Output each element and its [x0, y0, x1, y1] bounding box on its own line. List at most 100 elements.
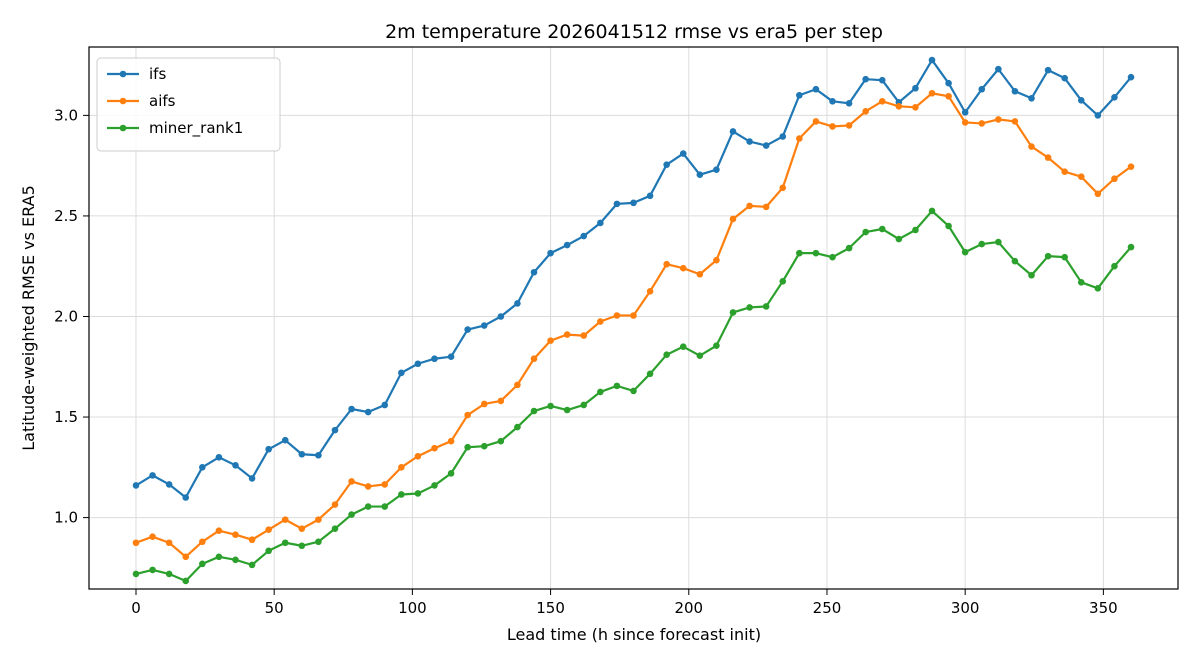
data-point-miner_rank1	[431, 482, 438, 489]
data-point-ifs	[613, 200, 621, 208]
x-tick-label: 100	[398, 599, 427, 617]
data-point-aifs	[912, 104, 919, 111]
data-point-miner_rank1	[149, 566, 156, 574]
data-point-miner_rank1	[348, 511, 355, 518]
series-aifs	[132, 89, 1135, 561]
data-point-miner_rank1	[862, 228, 869, 236]
data-point-aifs	[663, 260, 670, 268]
data-point-ifs	[829, 98, 836, 105]
data-point-aifs	[1111, 175, 1118, 183]
data-point-miner_rank1	[398, 491, 405, 498]
x-tick-label: 300	[951, 599, 980, 617]
data-point-aifs	[563, 331, 571, 338]
data-point-ifs	[480, 322, 488, 329]
data-point-aifs	[248, 536, 256, 544]
data-point-miner_rank1	[331, 525, 339, 532]
axis-ticks: 0 50 100 150 200 250 300 350 1.0 1.5 2.0 2.5 3.0	[54, 106, 1118, 617]
data-point-ifs	[232, 462, 239, 469]
data-point-miner_rank1	[414, 490, 422, 497]
data-point-aifs	[381, 481, 389, 488]
data-point-ifs	[1094, 112, 1102, 119]
x-axis-label: Lead time (h since forecast init)	[507, 625, 761, 644]
data-point-miner_rank1	[447, 470, 455, 477]
data-point-miner_rank1	[199, 560, 206, 568]
legend-label: ifs	[149, 65, 166, 83]
y-tick-label: 3.0	[54, 106, 78, 124]
data-point-aifs	[829, 123, 836, 130]
data-point-miner_rank1	[729, 309, 737, 316]
data-point-miner_rank1	[779, 278, 787, 285]
y-tick-label: 1.0	[54, 509, 78, 527]
x-tick-label: 250	[813, 599, 842, 617]
data-point-miner_rank1	[679, 343, 687, 350]
data-point-miner_rank1	[580, 401, 588, 409]
data-point-miner_rank1	[248, 561, 256, 569]
data-point-aifs	[1011, 118, 1019, 125]
x-tick-label: 150	[536, 599, 565, 617]
data-point-ifs	[580, 232, 588, 240]
data-point-miner_rank1	[713, 342, 720, 349]
data-point-miner_rank1	[298, 542, 306, 550]
data-point-aifs	[182, 553, 190, 561]
data-point-miner_rank1	[961, 248, 969, 256]
data-point-aifs	[480, 400, 488, 408]
legend-marker	[119, 70, 127, 78]
data-point-ifs	[928, 56, 936, 64]
data-point-ifs	[812, 85, 820, 93]
data-point-ifs	[149, 472, 156, 479]
data-point-ifs	[679, 150, 687, 157]
data-point-ifs	[796, 91, 803, 99]
data-point-miner_rank1	[514, 423, 521, 431]
data-point-ifs	[497, 313, 505, 320]
data-point-ifs	[630, 199, 637, 207]
data-point-ifs	[315, 451, 322, 459]
data-point-ifs	[779, 133, 787, 140]
data-point-ifs	[182, 494, 190, 501]
data-point-ifs	[431, 355, 438, 363]
data-point-ifs	[132, 482, 140, 489]
data-point-miner_rank1	[696, 352, 704, 360]
data-point-aifs	[746, 202, 753, 210]
data-point-ifs	[597, 219, 604, 227]
data-point-aifs	[961, 119, 969, 126]
data-point-aifs	[696, 270, 704, 278]
data-point-miner_rank1	[978, 240, 986, 248]
series-ifs	[132, 56, 1135, 501]
plot-series	[132, 56, 1135, 585]
data-point-miner_rank1	[480, 442, 488, 450]
data-point-miner_rank1	[1028, 271, 1035, 279]
data-point-aifs	[514, 381, 521, 389]
chart-title: 2m temperature 2026041512 rmse vs era5 p…	[385, 21, 883, 43]
data-point-miner_rank1	[895, 235, 903, 243]
data-point-aifs	[431, 444, 438, 452]
data-point-aifs	[713, 256, 720, 264]
data-point-ifs	[961, 109, 969, 116]
data-point-aifs	[1077, 173, 1085, 181]
series-miner_rank1	[132, 207, 1135, 585]
data-point-ifs	[563, 241, 571, 249]
data-point-ifs	[713, 166, 720, 173]
data-point-ifs	[1061, 74, 1068, 82]
data-point-aifs	[995, 116, 1002, 123]
data-point-miner_rank1	[663, 351, 670, 359]
plot-frame	[88, 46, 1179, 590]
data-point-miner_rank1	[464, 443, 471, 451]
data-point-aifs	[132, 539, 140, 547]
data-point-aifs	[845, 122, 853, 129]
data-point-miner_rank1	[812, 249, 820, 257]
x-tick-label: 0	[131, 599, 141, 617]
data-point-aifs	[1094, 190, 1102, 198]
data-point-miner_rank1	[281, 539, 289, 547]
data-point-aifs	[315, 516, 322, 523]
data-point-ifs	[845, 100, 853, 107]
x-tick-label: 50	[265, 599, 284, 617]
data-point-aifs	[199, 538, 206, 546]
data-point-miner_rank1	[132, 570, 140, 578]
y-tick-label: 2.0	[54, 307, 78, 325]
data-point-miner_rank1	[182, 577, 190, 585]
data-point-ifs	[199, 464, 206, 471]
data-point-ifs	[331, 426, 339, 434]
data-point-ifs	[398, 369, 405, 377]
data-point-miner_rank1	[315, 538, 322, 546]
data-point-aifs	[547, 337, 554, 344]
